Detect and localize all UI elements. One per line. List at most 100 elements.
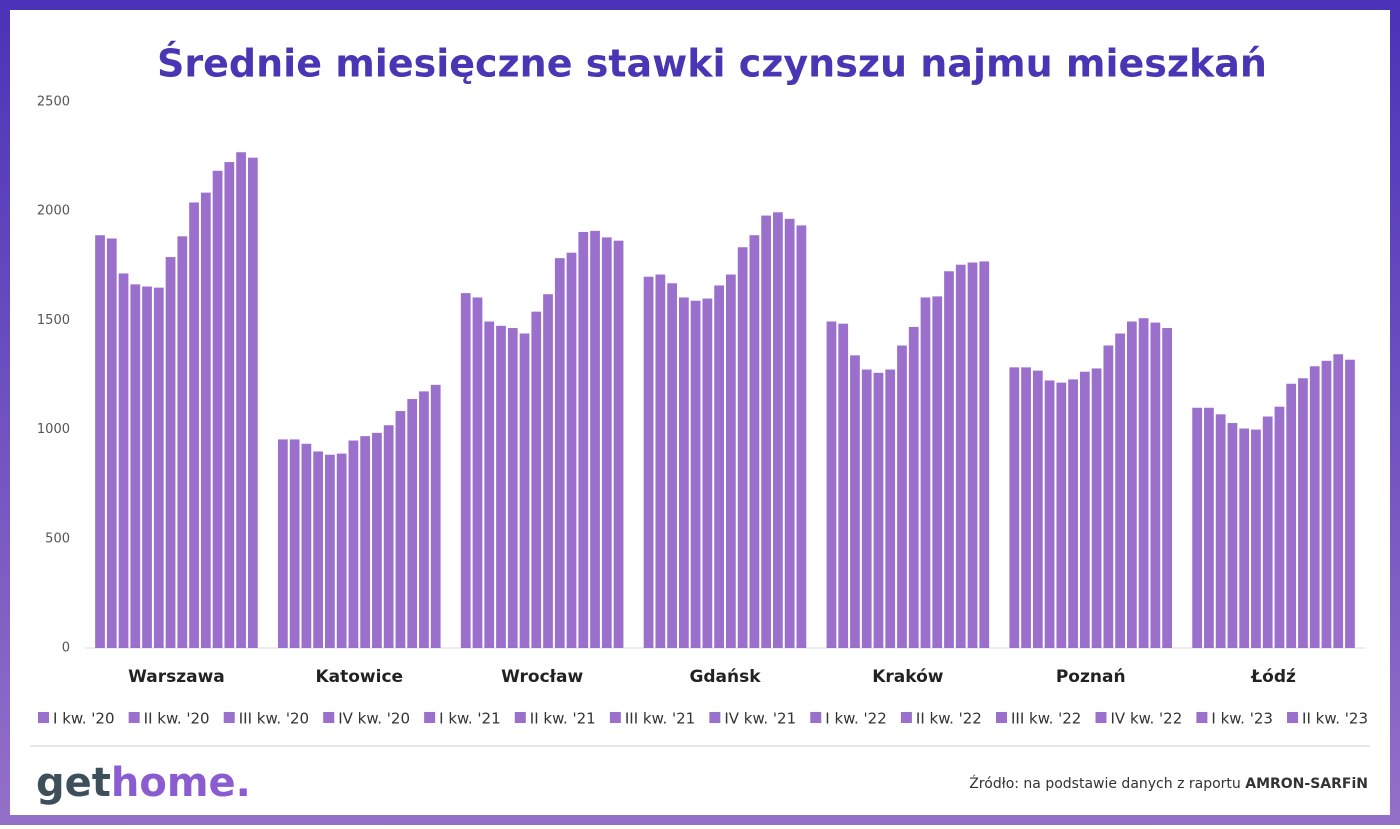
x-tick-label: Poznań [1056, 667, 1126, 687]
legend-label: IV kw. '20 [338, 710, 410, 728]
bar [543, 294, 553, 648]
bar [678, 297, 689, 648]
legend-swatch [995, 712, 1007, 723]
bar [1298, 378, 1308, 648]
bar [507, 328, 518, 648]
bar [932, 296, 943, 648]
legend-label: II kw. '20 [144, 710, 210, 728]
bar [655, 274, 666, 648]
bar [578, 231, 589, 648]
y-tick-label: 1500 [37, 313, 70, 328]
bar [784, 218, 795, 648]
legend-label: I kw. '20 [53, 710, 115, 728]
bar [601, 237, 612, 648]
bar [1286, 383, 1297, 648]
x-tick-label: Gdańsk [689, 667, 761, 687]
legend-swatch [1196, 712, 1208, 723]
bar [1091, 368, 1102, 648]
bar [460, 293, 471, 648]
bar [920, 297, 931, 648]
bar [873, 372, 884, 648]
legend-swatch [709, 712, 721, 723]
legend-swatch [1287, 712, 1299, 723]
bar [1079, 371, 1090, 648]
bar [419, 391, 429, 648]
source: Źródło: na podstawie danych z raportu AM… [969, 774, 1368, 792]
bar [1262, 416, 1273, 648]
bar [1321, 360, 1332, 648]
legend-label: III kw. '20 [239, 710, 309, 728]
bar [908, 326, 919, 648]
bar [955, 264, 966, 648]
bar [1274, 406, 1285, 648]
bar [212, 170, 223, 648]
bar [325, 454, 335, 648]
source-text: Źródło: na podstawie danych z raportu [969, 774, 1241, 792]
bar [247, 157, 258, 648]
bar [1138, 318, 1149, 648]
bar [496, 325, 506, 648]
legend-swatch [128, 712, 140, 723]
bar [130, 284, 141, 648]
bar [278, 439, 288, 648]
bar [1309, 366, 1320, 648]
bar [336, 453, 347, 648]
bar [224, 162, 235, 648]
bar [1162, 328, 1172, 648]
bar [200, 192, 211, 649]
bar [838, 323, 849, 648]
legend-label: II kw. '23 [1302, 710, 1368, 728]
bar [1115, 333, 1125, 648]
bar [1044, 380, 1055, 648]
bar [1204, 407, 1214, 648]
bar [1345, 359, 1355, 648]
bar [796, 225, 807, 648]
legend-swatch [223, 712, 235, 723]
bar [1239, 428, 1250, 648]
bar [372, 432, 382, 648]
bar [1251, 429, 1261, 648]
legend-swatch [38, 712, 49, 723]
bar [979, 261, 990, 648]
bar [613, 240, 624, 648]
legend-label: I kw. '23 [1211, 710, 1273, 728]
y-tick-label: 1000 [37, 422, 70, 437]
bar [690, 300, 701, 648]
legend-label: III kw. '22 [1011, 710, 1081, 728]
bar [395, 411, 406, 648]
bar [1103, 345, 1114, 648]
bar [967, 262, 978, 648]
bar [142, 286, 152, 648]
bar [153, 287, 164, 648]
bar [897, 345, 907, 648]
bar [885, 369, 896, 648]
bar [1021, 367, 1031, 648]
bar [313, 451, 324, 648]
bar [761, 215, 772, 648]
legend-label: I kw. '22 [825, 710, 887, 728]
bar [714, 285, 724, 648]
bar [1227, 423, 1238, 648]
y-tick-label: 500 [45, 531, 70, 546]
bar [95, 235, 105, 648]
legend-swatch [1095, 712, 1107, 723]
bar [177, 236, 188, 649]
bar [1068, 379, 1078, 648]
logo: gethome. [36, 760, 251, 806]
legend-label: IV kw. '22 [1110, 710, 1182, 728]
bar [383, 425, 394, 648]
bar [726, 274, 736, 648]
x-tick-label: Kraków [872, 667, 944, 687]
bar [1056, 382, 1067, 648]
x-tick-label: Łódź [1250, 667, 1296, 687]
bar [1126, 321, 1137, 648]
chart-title: Średnie miesięczne stawki czynszu najmu … [157, 42, 1267, 86]
bar [667, 283, 677, 648]
logo-a: get [36, 760, 111, 806]
legend-label: III kw. '21 [625, 710, 695, 728]
legend-swatch [424, 712, 436, 723]
bar [861, 369, 872, 648]
bar [773, 212, 783, 649]
